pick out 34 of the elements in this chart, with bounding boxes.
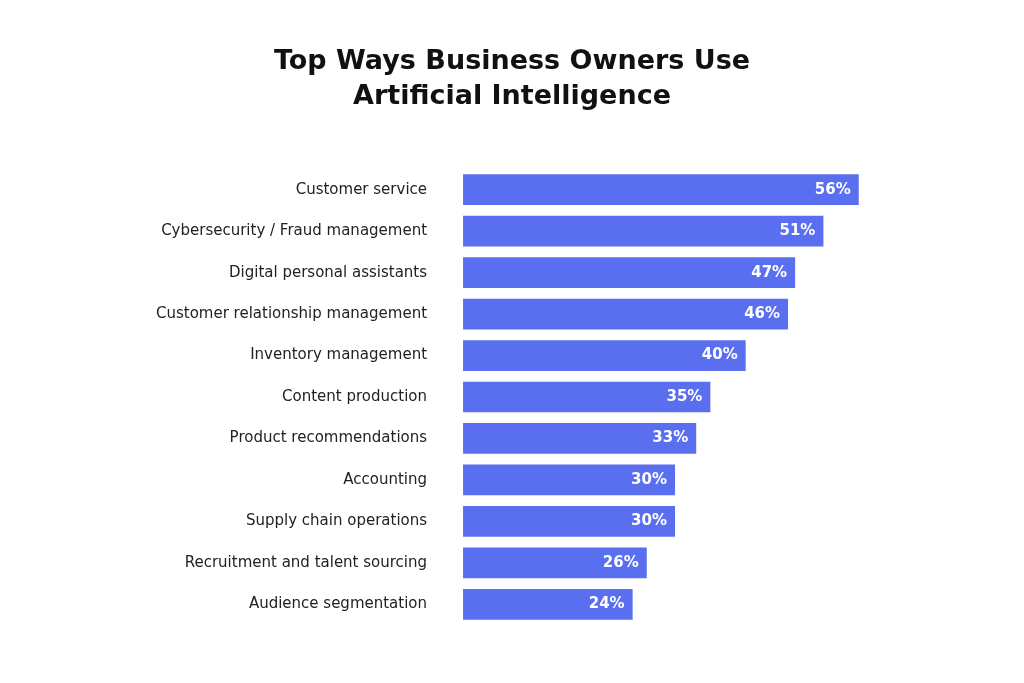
data-label: 56%	[814, 179, 851, 198]
data-label: 33%	[652, 428, 689, 447]
y-tick-label: Content production	[282, 386, 428, 405]
data-label: 30%	[631, 511, 668, 530]
y-tick-label: Supply chain operations	[245, 511, 428, 530]
data-label: 46%	[744, 303, 781, 322]
y-tick-label: Product recommendations	[229, 428, 428, 447]
y-tick-label: Customer service	[295, 179, 428, 198]
bar	[463, 547, 647, 579]
data-label: 35%	[666, 386, 703, 405]
y-tick-label: Accounting	[343, 469, 428, 488]
y-tick-label: Digital personal assistants	[229, 262, 428, 281]
y-tick-label: Inventory management	[250, 345, 428, 364]
y-tick-label: Customer relationship management	[155, 303, 428, 322]
bar	[463, 174, 859, 206]
bar	[463, 588, 633, 620]
chart-title: Top Ways Business Owners Use Artificial Intelligence	[272, 43, 752, 112]
data-label: 26%	[602, 552, 639, 571]
bar	[463, 215, 824, 247]
bar	[463, 464, 676, 496]
bar	[463, 340, 746, 371]
bar	[463, 423, 697, 454]
bar	[463, 257, 796, 288]
data-label: 30%	[631, 469, 668, 488]
y-tick-label: Cybersecurity / Fraud management	[161, 221, 428, 240]
bar	[463, 506, 676, 537]
y-tick-label: Audience segmentation	[248, 594, 428, 613]
data-label: 40%	[701, 345, 738, 364]
bar	[463, 381, 711, 413]
bar	[463, 298, 789, 330]
y-tick-label: Recruitment and talent sourcing	[184, 552, 428, 571]
data-label: 47%	[751, 262, 788, 281]
data-label: 51%	[779, 221, 816, 240]
data-label: 24%	[588, 594, 625, 613]
